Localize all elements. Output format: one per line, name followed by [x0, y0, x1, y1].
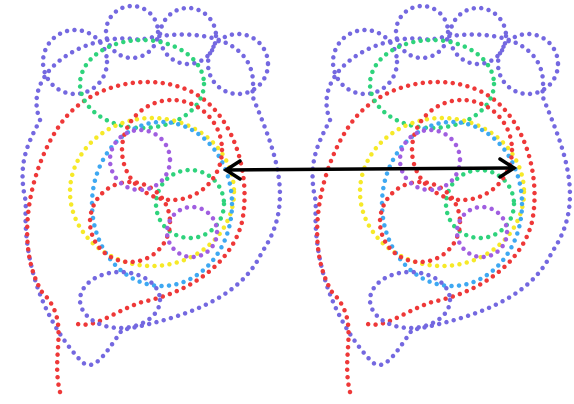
page	[0, 0, 574, 404]
left-cluster	[23, 6, 280, 392]
double-arrow	[226, 159, 514, 179]
figure	[0, 0, 574, 404]
right-cluster	[313, 6, 570, 392]
arrow-line	[226, 168, 514, 170]
